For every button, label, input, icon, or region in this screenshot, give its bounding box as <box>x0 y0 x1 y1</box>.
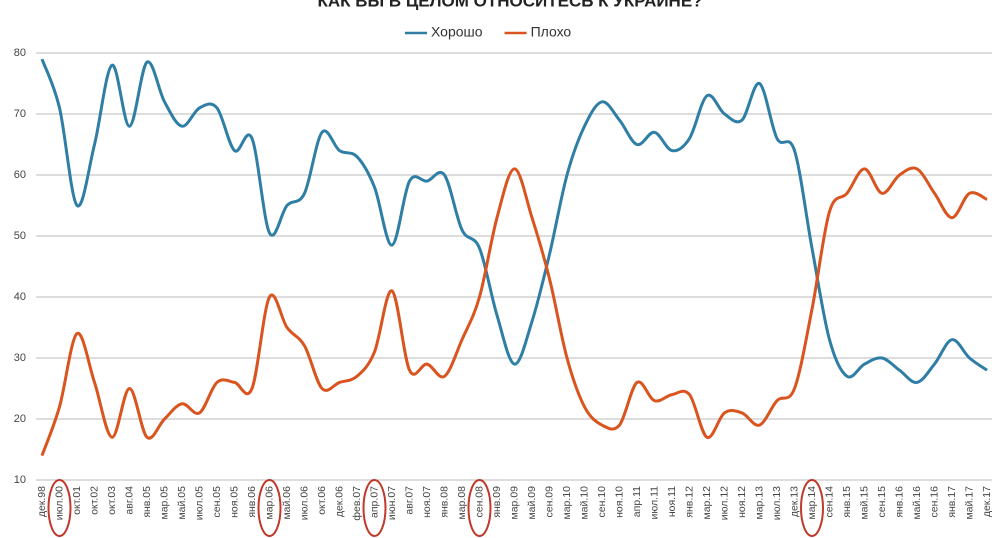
x-tick-label: сен.09 <box>543 486 555 518</box>
legend-label: Хорошо <box>431 24 483 40</box>
x-tick-label: июл.05 <box>193 486 205 520</box>
highlight-circle <box>800 479 824 537</box>
highlight-circle <box>467 479 492 537</box>
x-tick-label: сен.14 <box>823 486 835 518</box>
x-tick-label: янв.05 <box>141 486 153 518</box>
y-tick-label: 80 <box>14 47 26 59</box>
x-tick-label: июн.07 <box>386 486 398 520</box>
x-tick-label: сен.16 <box>928 486 940 518</box>
x-tick-label: май.10 <box>578 486 590 520</box>
x-tick-label: май.06 <box>281 486 293 520</box>
x-tick-label: сен.08 <box>473 486 485 518</box>
legend-label: Плохо <box>531 24 572 40</box>
x-tick-label: фев.07 <box>351 486 363 521</box>
x-tick-label: мар.10 <box>561 486 573 520</box>
x-tick-label: сен.05 <box>211 486 223 518</box>
x-tick-label: окт.02 <box>88 486 100 515</box>
x-tick-label: янв.08 <box>438 486 450 518</box>
x-tick-label: окт.01 <box>71 486 83 515</box>
x-tick-label: дек.06 <box>333 486 345 517</box>
x-tick-label: мар.08 <box>456 486 468 520</box>
x-tick-label: мар.05 <box>158 486 170 520</box>
y-tick-label: 50 <box>14 230 26 242</box>
y-tick-label: 70 <box>14 108 26 120</box>
x-tick-label: мар.09 <box>508 486 520 520</box>
x-tick-label: мар.14 <box>806 486 818 520</box>
x-tick-label: июл.13 <box>771 486 783 520</box>
x-tick-label: авг.07 <box>403 486 415 515</box>
highlight-circle <box>47 479 72 537</box>
y-tick-label: 40 <box>14 291 26 303</box>
x-tick-label: дек.13 <box>788 486 800 517</box>
series-line <box>40 58 988 384</box>
highlight-circle <box>257 479 282 537</box>
x-tick-label: дек.17 <box>981 486 993 517</box>
x-tick-label: янв.15 <box>841 486 853 518</box>
x-tick-label: июл.12 <box>718 486 730 520</box>
x-tick-label: ноя.07 <box>421 486 433 518</box>
x-tick-label: мар.13 <box>753 486 765 520</box>
y-tick-label: 10 <box>14 474 26 486</box>
x-tick-label: ноя.11 <box>666 486 678 517</box>
x-tick-label: ноя.12 <box>736 486 748 518</box>
x-tick-label: май.09 <box>526 486 538 520</box>
x-tick-label: май.17 <box>963 486 975 520</box>
x-tick-label: мар.06 <box>263 486 275 520</box>
x-tick-label: мар.12 <box>701 486 713 520</box>
x-tick-label: май.15 <box>858 486 870 520</box>
x-tick-label: дек.98 <box>36 486 48 517</box>
x-tick-label: апр.07 <box>368 486 380 518</box>
y-tick-label: 60 <box>14 169 26 181</box>
x-tick-label: янв.06 <box>246 486 258 518</box>
x-tick-label: июл.00 <box>53 486 65 520</box>
x-tick-label: авг.04 <box>123 486 135 515</box>
x-tick-label: май.05 <box>176 486 188 520</box>
x-tick-label: янв.16 <box>893 486 905 518</box>
y-tick-label: 30 <box>14 352 26 364</box>
x-tick-label: янв.17 <box>946 486 958 518</box>
chart-title: КАК ВЫ В ЦЕЛОМ ОТНОСИТЕСЬ К УКРАИНЕ? <box>317 0 702 10</box>
x-tick-label: сен.10 <box>596 486 608 518</box>
x-tick-label: июл.06 <box>298 486 310 520</box>
highlight-circle <box>362 479 387 537</box>
x-tick-label: сен.15 <box>876 486 888 518</box>
x-tick-label: апр.11 <box>631 486 643 517</box>
y-tick-label: 20 <box>14 413 26 425</box>
x-tick-label: май.16 <box>911 486 923 520</box>
series-line <box>40 166 988 457</box>
x-tick-label: ноя.05 <box>228 486 240 518</box>
x-tick-label: июл.11 <box>648 486 660 520</box>
x-tick-label: окт.06 <box>316 486 328 515</box>
x-tick-label: ноя.10 <box>613 486 625 518</box>
x-tick-label: янв.12 <box>683 486 695 518</box>
x-tick-label: окт.03 <box>106 486 118 515</box>
x-tick-label: янв.09 <box>491 486 503 518</box>
